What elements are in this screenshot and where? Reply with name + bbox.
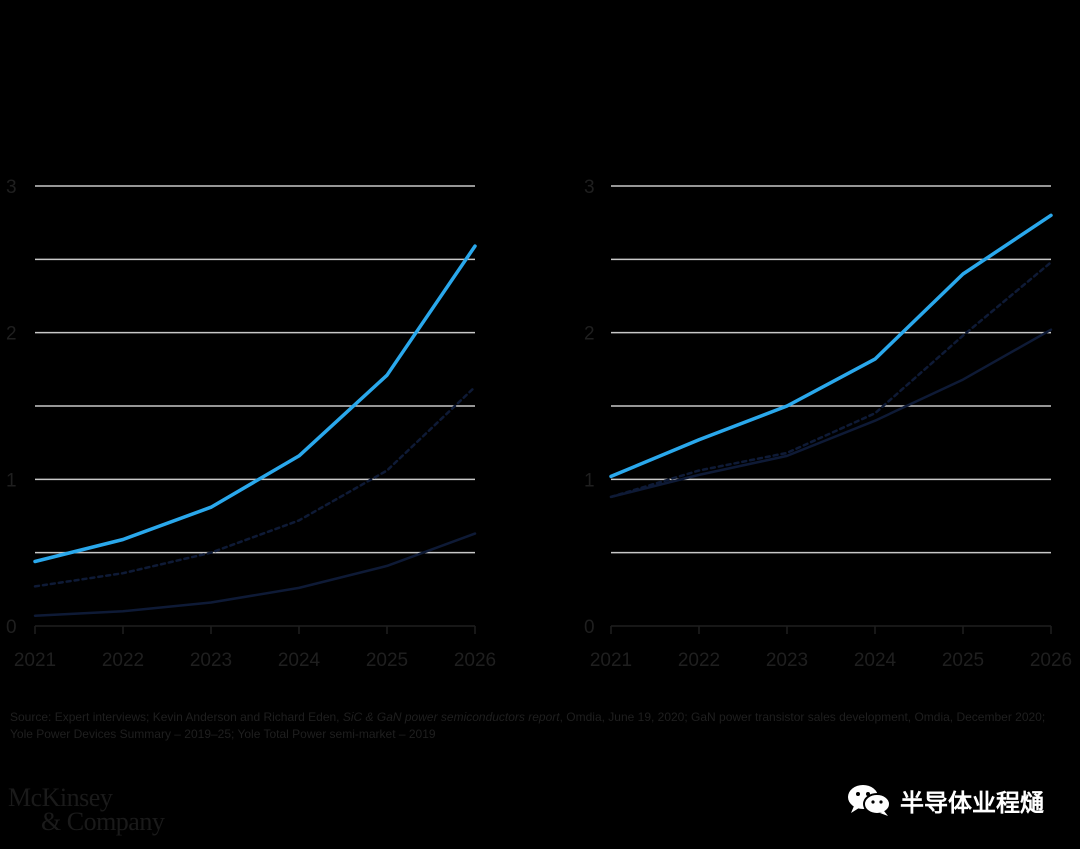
brand-logo: McKinsey & Company bbox=[8, 783, 165, 836]
series-line-1 bbox=[33, 244, 477, 564]
watermark: 半导体业程熥 bbox=[846, 782, 1044, 818]
brand-line-1: McKinsey bbox=[8, 783, 113, 812]
source-report-title: SiC & GaN power semiconductors report bbox=[342, 710, 560, 724]
x-tick-label: 2023 bbox=[766, 650, 808, 671]
series-line-2 bbox=[33, 385, 477, 588]
series-line-2 bbox=[609, 261, 1053, 499]
x-tick-label: 2024 bbox=[278, 650, 321, 671]
series-line-1 bbox=[609, 213, 1053, 479]
series-line-3 bbox=[609, 328, 1053, 499]
x-tick-label: 2025 bbox=[366, 650, 408, 671]
y-tick-label: 1 bbox=[584, 470, 595, 491]
x-tick-label: 2025 bbox=[942, 650, 984, 671]
x-tick-label: 2026 bbox=[454, 650, 496, 671]
chart-panel-right: 2021 2022 2023 2024 2025 2026 0 1 2 3 bbox=[584, 177, 1072, 671]
x-tick-label: 2026 bbox=[1030, 650, 1072, 671]
source-note: Source: Expert interviews; Kevin Anderso… bbox=[10, 709, 1060, 743]
wechat-icon bbox=[848, 785, 891, 816]
watermark-text: 半导体业程熥 bbox=[900, 788, 1044, 817]
chart-panel-left: 2021 2022 2023 2024 2025 2026 0 1 2 3 bbox=[6, 177, 496, 671]
x-tick-label: 2022 bbox=[678, 650, 720, 671]
y-tick-label: 3 bbox=[6, 177, 17, 198]
y-tick-label: 1 bbox=[6, 470, 17, 491]
brand-line-2: & Company bbox=[41, 807, 165, 836]
y-tick-label: 2 bbox=[6, 324, 17, 345]
x-tick-label: 2024 bbox=[854, 650, 897, 671]
source-suffix: , Omdia, June 19, 2020; GaN power transi… bbox=[10, 710, 1046, 741]
source-prefix: Source: Expert interviews; Kevin Anderso… bbox=[10, 710, 343, 724]
x-tick-label: 2021 bbox=[590, 650, 632, 671]
x-tick-label: 2022 bbox=[102, 650, 144, 671]
y-tick-label: 2 bbox=[584, 324, 595, 345]
y-tick-label: 0 bbox=[6, 617, 17, 638]
series-line-3 bbox=[33, 532, 477, 617]
y-tick-label: 0 bbox=[584, 617, 595, 638]
x-tick-label: 2023 bbox=[190, 650, 232, 671]
y-tick-label: 3 bbox=[584, 177, 595, 198]
x-tick-label: 2021 bbox=[14, 650, 56, 671]
